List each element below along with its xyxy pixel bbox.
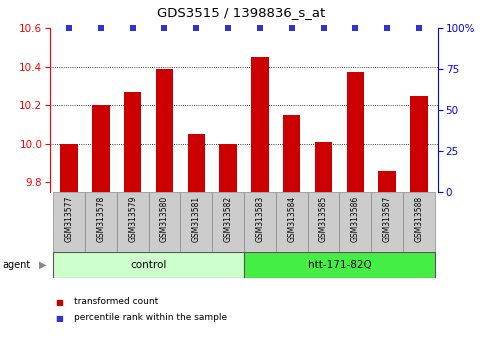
- Text: GSM313587: GSM313587: [383, 196, 392, 242]
- Bar: [347, 72, 364, 192]
- Bar: [244, 192, 276, 252]
- Text: GDS3515 / 1398836_s_at: GDS3515 / 1398836_s_at: [157, 6, 326, 19]
- Bar: [340, 192, 371, 252]
- Bar: [315, 142, 332, 192]
- Text: agent: agent: [2, 260, 30, 270]
- Bar: [156, 69, 173, 192]
- Bar: [403, 192, 435, 252]
- Text: GSM313579: GSM313579: [128, 196, 137, 242]
- Text: GSM313585: GSM313585: [319, 196, 328, 242]
- Text: GSM313583: GSM313583: [256, 196, 264, 242]
- Bar: [244, 252, 435, 278]
- Bar: [149, 192, 180, 252]
- Bar: [124, 92, 142, 192]
- Text: GSM313588: GSM313588: [414, 196, 424, 242]
- Text: ■: ■: [55, 297, 63, 307]
- Text: transformed count: transformed count: [74, 297, 158, 307]
- Bar: [60, 144, 78, 192]
- Bar: [85, 192, 117, 252]
- Text: GSM313580: GSM313580: [160, 196, 169, 242]
- Text: GSM313586: GSM313586: [351, 196, 360, 242]
- Bar: [410, 96, 427, 192]
- Text: GSM313584: GSM313584: [287, 196, 296, 242]
- Bar: [117, 192, 149, 252]
- Bar: [308, 192, 340, 252]
- Bar: [219, 144, 237, 192]
- Text: GSM313582: GSM313582: [224, 196, 233, 242]
- Bar: [276, 192, 308, 252]
- Bar: [53, 252, 244, 278]
- Bar: [180, 192, 212, 252]
- Bar: [187, 134, 205, 192]
- Bar: [283, 115, 300, 192]
- Text: GSM313581: GSM313581: [192, 196, 201, 242]
- Bar: [53, 192, 85, 252]
- Text: ▶: ▶: [39, 260, 46, 270]
- Text: htt-171-82Q: htt-171-82Q: [308, 260, 371, 270]
- Bar: [378, 171, 396, 192]
- Bar: [251, 57, 269, 192]
- Bar: [92, 105, 110, 192]
- Bar: [371, 192, 403, 252]
- Text: GSM313578: GSM313578: [97, 196, 105, 242]
- Text: GSM313577: GSM313577: [65, 196, 73, 242]
- Text: percentile rank within the sample: percentile rank within the sample: [74, 314, 227, 322]
- Text: ■: ■: [55, 314, 63, 322]
- Text: control: control: [130, 260, 167, 270]
- Bar: [212, 192, 244, 252]
